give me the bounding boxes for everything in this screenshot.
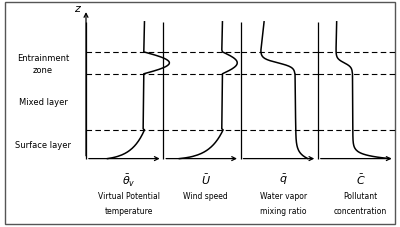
Text: mixing ratio: mixing ratio — [260, 207, 306, 215]
Text: Wind speed: Wind speed — [184, 191, 228, 200]
Text: Water vapor: Water vapor — [260, 191, 307, 200]
Text: temperature: temperature — [104, 207, 153, 215]
Text: Entrainment: Entrainment — [17, 53, 69, 62]
Text: z: z — [74, 4, 80, 14]
Text: $\bar{q}$: $\bar{q}$ — [279, 173, 288, 187]
Text: Virtual Potential: Virtual Potential — [98, 191, 160, 200]
Text: concentration: concentration — [334, 207, 387, 215]
Text: Pollutant: Pollutant — [343, 191, 378, 200]
Text: zone: zone — [33, 65, 53, 74]
Text: Mixed layer: Mixed layer — [18, 98, 68, 107]
Text: $\bar{U}$: $\bar{U}$ — [201, 173, 211, 187]
Text: $\bar{\theta}_v$: $\bar{\theta}_v$ — [122, 173, 135, 188]
Text: Surface layer: Surface layer — [15, 140, 71, 149]
Text: $\bar{C}$: $\bar{C}$ — [356, 173, 365, 187]
